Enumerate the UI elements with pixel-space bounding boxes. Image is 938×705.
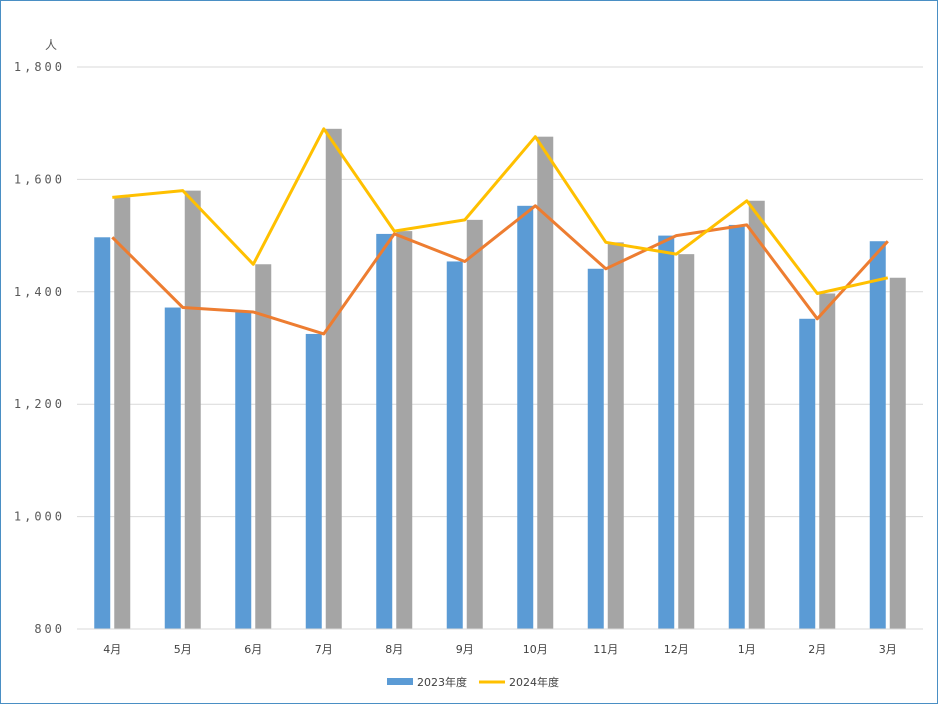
bar-series-1 [114,197,131,629]
x-tick-label: 12月 [664,643,689,656]
x-tick-label: 4月 [103,643,121,656]
x-tick-label: 11月 [593,643,618,656]
bar-series-0 [94,237,111,629]
bar-series-0 [376,233,393,629]
x-tick-label: 9月 [456,643,474,656]
bar-series-1 [184,190,201,629]
y-tick-label: 800 [34,622,65,636]
x-tick-label: 10月 [523,643,548,656]
y-tick-label: 1,400 [14,285,65,299]
y-unit-label: 人 [45,38,57,52]
bar-series-1 [889,277,906,629]
bar-series-1 [537,136,554,630]
x-tick-label: 8月 [385,643,403,656]
bar-series-0 [587,268,604,629]
bar-series-0 [869,241,886,629]
x-tick-label: 1月 [738,643,756,656]
bar-series-1 [325,128,342,629]
line-series-3 [112,127,889,295]
bar-series-1 [396,231,413,629]
bar-series-0 [446,261,463,629]
y-tick-label: 1,200 [14,397,65,411]
bar-series-1 [607,242,624,629]
bar-series-1 [678,254,695,629]
y-tick-label: 1,800 [14,60,65,74]
x-tick-label: 7月 [315,643,333,656]
bar-series-0 [305,333,322,629]
y-tick-label: 1,600 [14,172,65,186]
bar-series-1 [466,219,483,629]
bar-series-0 [799,318,816,629]
bar-series-0 [235,312,252,629]
legend-label: 2023年度 [417,675,467,689]
bar-series-0 [658,235,675,629]
x-tick-label: 5月 [174,643,192,656]
x-tick-label: 2月 [808,643,826,656]
bar-series-0 [164,307,181,629]
bar-series-0 [517,205,534,629]
bar-series-1 [255,264,272,629]
x-tick-label: 6月 [244,643,262,656]
legend-label: 2024年度 [509,675,559,689]
legend-swatch-bar [387,678,413,685]
x-tick-label: 3月 [879,643,897,656]
bar-series-1 [748,200,765,630]
line-series-2 [111,204,889,336]
bar-series-1 [819,293,836,629]
bar-series-0 [728,224,745,629]
y-tick-label: 1,000 [14,510,65,524]
